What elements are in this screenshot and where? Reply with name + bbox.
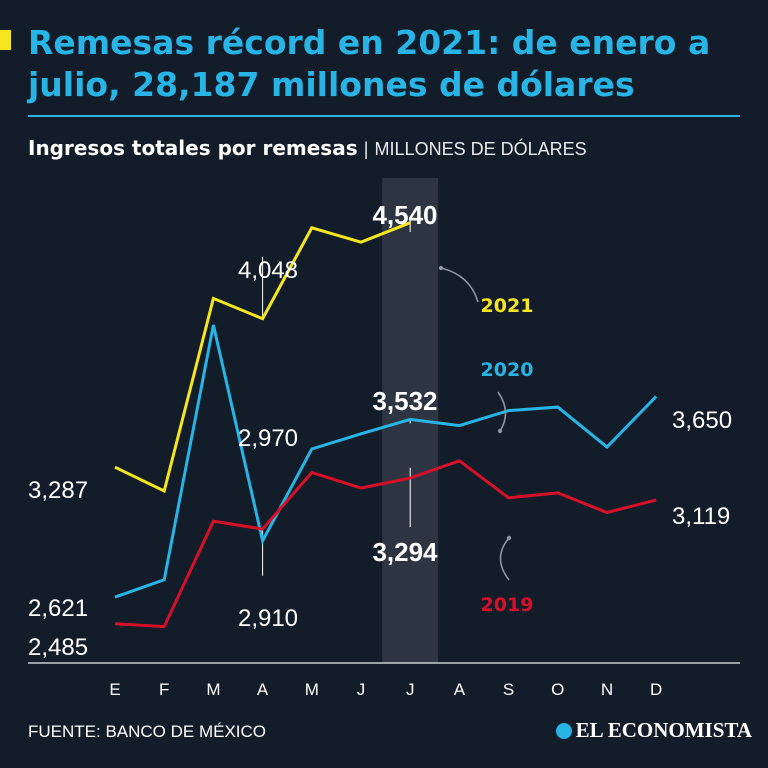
legend-pointer-tip bbox=[497, 428, 503, 434]
x-tick-label: D bbox=[650, 680, 662, 699]
series-line-2019 bbox=[114, 459, 657, 629]
data-label: 2,910 bbox=[238, 605, 298, 632]
chart-title: Remesas récord en 2021: de enero a julio… bbox=[28, 23, 711, 104]
data-label: 3,650 bbox=[672, 407, 732, 434]
x-tick-label: M bbox=[305, 680, 319, 699]
data-label: 3,294 bbox=[372, 537, 438, 567]
legend-label-2021: 2021 bbox=[481, 295, 534, 317]
data-label: 2,621 bbox=[28, 595, 88, 622]
legend-pointer-tip bbox=[438, 265, 444, 271]
legend-label-2019: 2019 bbox=[481, 594, 534, 616]
data-label: 2,970 bbox=[238, 425, 298, 452]
brand-name: EL ECONOMISTA bbox=[575, 718, 752, 742]
chart-subtitle: Ingresos totales por remesas | MILLONES … bbox=[28, 136, 587, 160]
x-tick-label: A bbox=[257, 680, 269, 699]
x-tick-label: F bbox=[159, 680, 169, 699]
brand-logo: EL ECONOMISTA bbox=[555, 718, 752, 743]
title-divider bbox=[28, 115, 740, 117]
data-label: 4,048 bbox=[238, 257, 298, 284]
series-line-2021 bbox=[114, 221, 411, 494]
x-tick-label: O bbox=[551, 680, 564, 699]
title-accent-bar bbox=[0, 30, 11, 50]
data-label: 4,540 bbox=[372, 200, 437, 230]
data-label: 2,485 bbox=[28, 634, 88, 661]
legend-label-2020: 2020 bbox=[481, 359, 534, 381]
x-tick-label: M bbox=[206, 680, 220, 699]
x-tick-label: E bbox=[109, 680, 120, 699]
legend-pointer-tip bbox=[506, 535, 512, 541]
data-label: 3,119 bbox=[672, 503, 730, 530]
x-tick-label: J bbox=[357, 680, 366, 699]
x-tick-label: J bbox=[406, 680, 415, 699]
legend-pointer-arrow bbox=[499, 537, 510, 581]
legend-pointer-arrow bbox=[497, 391, 507, 432]
source-note: FUENTE: BANCO DE MÉXICO bbox=[28, 722, 267, 741]
subtitle-text: Ingresos totales por remesas bbox=[28, 136, 358, 160]
logo-icon bbox=[555, 723, 572, 739]
x-tick-label: N bbox=[601, 680, 613, 699]
series-line-2020 bbox=[114, 324, 658, 599]
legend-pointer-arrow bbox=[440, 267, 479, 303]
x-tick-label: A bbox=[454, 680, 466, 699]
data-label: 3,287 bbox=[28, 477, 88, 504]
unit-label: MILLONES DE DÓLARES bbox=[374, 139, 587, 159]
x-tick-label: S bbox=[503, 680, 514, 699]
data-label: 3,532 bbox=[372, 386, 437, 416]
